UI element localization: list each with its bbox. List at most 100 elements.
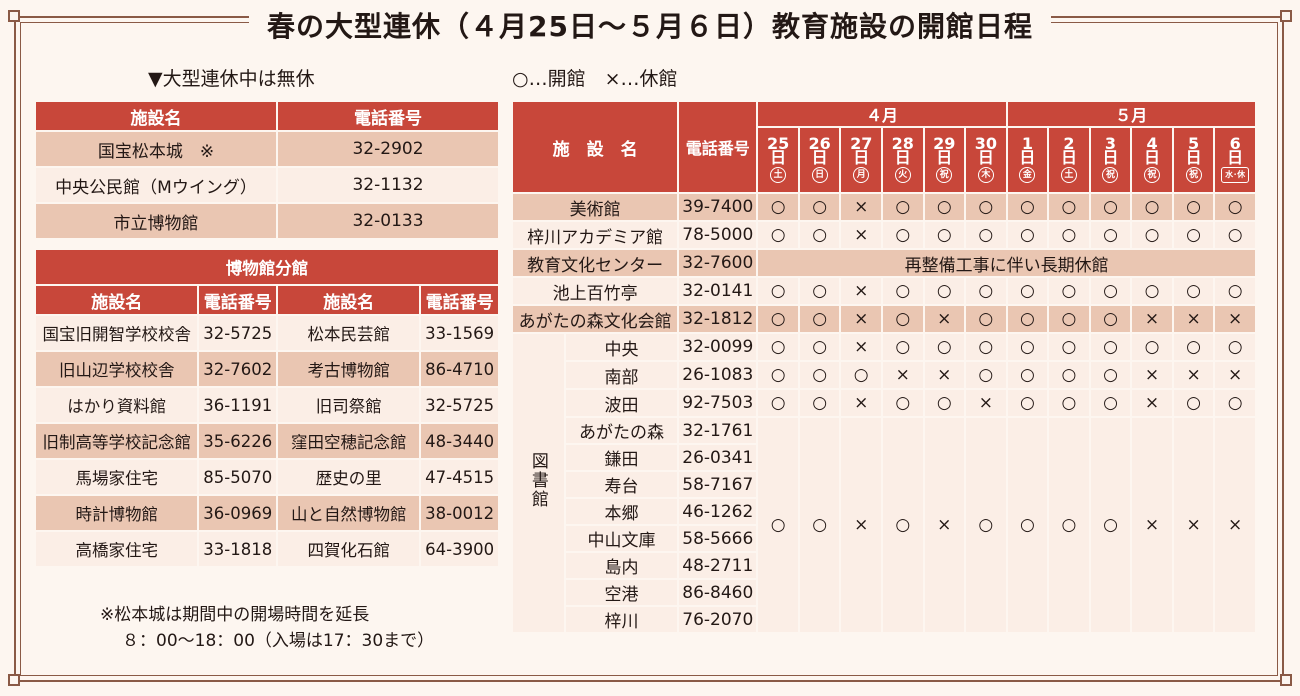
day-number: 27 [850,134,873,153]
corner-ornament [8,674,20,686]
facility-name: 歴史の里 [278,460,420,494]
status-mark: ○ [1215,194,1255,220]
day-header: 26 日日 [799,128,840,192]
day-number: 29 [933,134,956,153]
facility-tel: 39-7400 [679,194,757,220]
status-mark: × [1173,306,1214,332]
status-mark: ○ [1090,278,1131,304]
status-mark: × [1173,362,1214,388]
status-mark: ○ [758,278,798,304]
column-header: 施設名 [36,102,276,130]
status-mark: ○ [1132,334,1172,360]
corner-ornament [1280,674,1292,686]
status-mark: ○ [1132,194,1172,220]
status-mark: ○ [758,362,798,388]
status-mark: ○ [882,334,923,360]
library-tel: 46-1262 [679,499,757,524]
weekday-badge: 火 [894,167,911,183]
facility-name: 教育文化センター [513,250,678,276]
table-row: はかり資料館 36-1191 旧司祭館 32-5725 [36,388,498,422]
facility-tel: 33-1569 [421,316,498,350]
status-mark: ○ [1007,418,1048,632]
facility-name: あがたの森文化会館 [513,306,678,332]
facility-tel: 36-0969 [199,496,277,530]
status-mark: ○ [1049,194,1089,220]
library-name: 中央 [565,334,678,360]
status-mark: × [841,334,881,360]
header-row: 施 設 名電話番号 ４月 ５月 [513,102,1255,192]
branch-museums-table: 博物館分館 施設名 電話番号 施設名 電話番号 国宝旧開智学校校舎 32-5725… [34,248,500,568]
table-row: 旧制高等学校記念館 35-6226 窪田空穂記念館 48-3440 [36,424,498,458]
table-row: あがたの森文化会館 32-1812 ○ ○ × ○ × ○ ○ ○ ○ × × × [513,306,1255,332]
table-row: 鎌田 26-0341 [513,445,1255,470]
table-row: 空港 86-8460 [513,580,1255,605]
table-row: 島内 48-2711 [513,553,1255,578]
column-header: 施設名 [36,286,198,314]
status-mark: ○ [799,222,840,248]
weekday-badge: 祝 [1185,167,1202,183]
status-mark: ○ [1173,390,1214,416]
status-mark: ○ [924,390,965,416]
header-row: 25 日土 26 日日 27 日月 28 日火 29 日祝 30 日木 1 日金 2 日土 3 日祝 4 日祝 5 日祝 6… [513,128,1255,192]
status-mark: ○ [758,194,798,220]
library-tel: 76-2070 [679,607,757,632]
status-mark: ○ [882,278,923,304]
library-name: 梓川 [565,607,678,632]
status-mark: ○ [1007,362,1048,388]
status-mark: × [841,278,881,304]
closed-notice: 再整備工事に伴い長期休館 [758,250,1255,276]
table-row: 旧山辺学校校舎 32-7602 考古博物館 86-4710 [36,352,498,386]
table-row: 梓川アカデミア館 78-5000 ○ ○ × ○ ○ ○ ○ ○ ○ ○ ○ ○ [513,222,1255,248]
status-mark: ○ [924,194,965,220]
note-line: ８：00～18：00（入場は17：30まで） [122,631,435,651]
day-number: 4 [1146,134,1158,153]
status-mark: ○ [966,362,1006,388]
facility-name: 旧制高等学校記念館 [36,424,198,458]
day-number: 28 [891,134,914,153]
table-row: 高橋家住宅 33-1818 四賀化石館 64-3900 [36,532,498,566]
column-header: 施 設 名 [513,102,678,192]
status-mark: ○ [1007,306,1048,332]
status-mark: ○ [1132,278,1172,304]
status-mark: ○ [799,334,840,360]
status-mark: ○ [966,194,1006,220]
facility-name: 国宝旧開智学校校舎 [36,316,198,350]
status-mark: ○ [758,418,798,632]
status-mark: ○ [1132,222,1172,248]
table-row: 梓川 76-2070 [513,607,1255,632]
library-tel: 48-2711 [679,553,757,578]
status-mark: × [924,418,965,632]
status-mark: ○ [758,390,798,416]
day-number: 2 [1063,134,1075,153]
day-number: 6 [1229,134,1241,153]
facility-name: 旧司祭館 [278,388,420,422]
legend-no-holiday: ▼大型連休中は無休 [148,68,315,90]
library-tel: 26-0341 [679,445,757,470]
facility-name: 旧山辺学校校舎 [36,352,198,386]
day-header: 27 日月 [841,128,881,192]
status-mark: × [1132,418,1172,632]
table-row: 南部 26-1083 ○ ○ ○ × × ○ ○ ○ ○ × × × [513,362,1255,388]
day-number: 1 [1021,134,1033,153]
status-mark: ○ [1090,222,1131,248]
status-mark: ○ [1173,278,1214,304]
table-row: 池上百竹亭 32-0141 ○ ○ × ○ ○ ○ ○ ○ ○ ○ ○ ○ [513,278,1255,304]
branch-title: 博物館分館 [36,250,498,284]
column-header: 施設名 [278,286,420,314]
status-mark: ○ [924,222,965,248]
status-mark: × [924,362,965,388]
status-mark: ○ [924,278,965,304]
facility-tel: 86-4710 [421,352,498,386]
facility-name: 山と自然博物館 [278,496,420,530]
status-mark: ○ [924,334,965,360]
status-mark: × [1132,306,1172,332]
facility-name: 馬場家住宅 [36,460,198,494]
day-number: 25 [766,134,790,153]
status-mark: ○ [1090,194,1131,220]
facility-tel: 32-5725 [421,388,498,422]
corner-ornament [1280,10,1292,22]
